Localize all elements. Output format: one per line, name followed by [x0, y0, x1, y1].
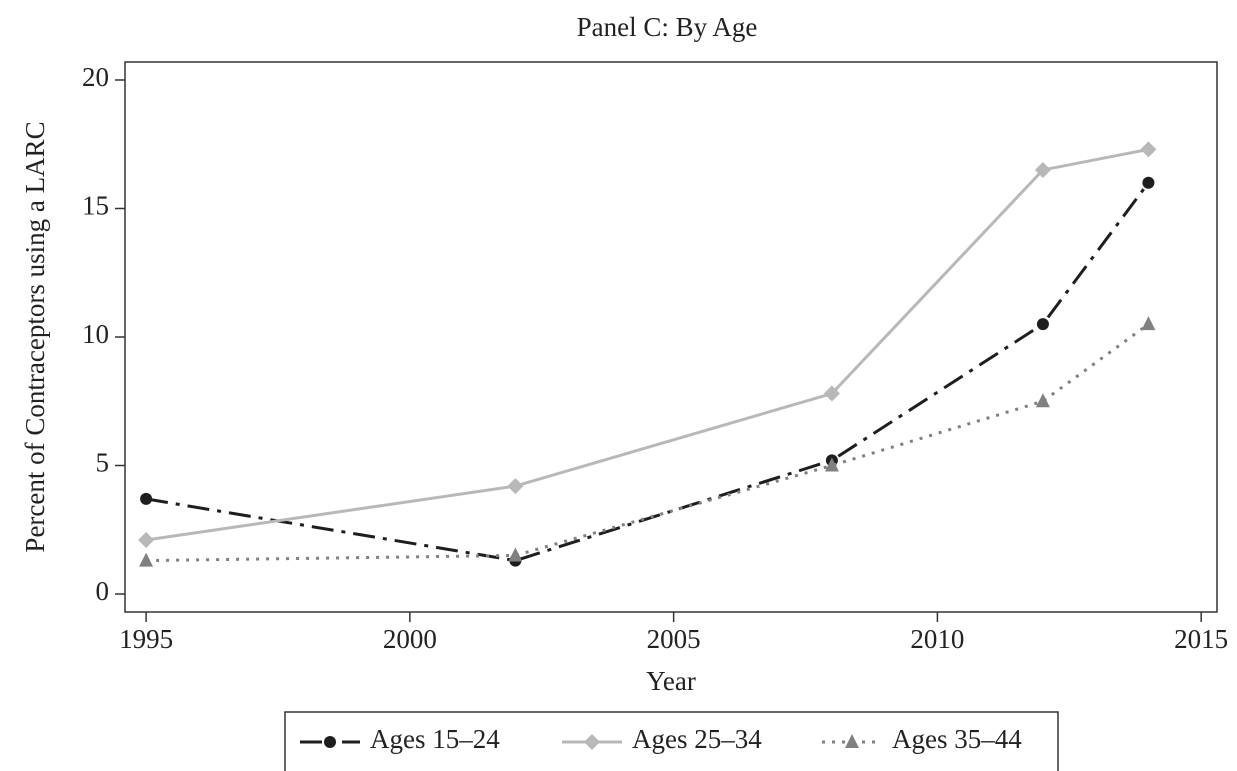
marker — [824, 457, 839, 472]
legend-label: Ages 35–44 — [892, 724, 1022, 754]
x-tick-label: 2000 — [383, 624, 437, 654]
y-tick-label: 0 — [96, 576, 110, 606]
series-line — [146, 322, 1150, 563]
marker — [139, 552, 154, 567]
marker — [823, 385, 840, 402]
x-tick-label: 1995 — [119, 624, 173, 654]
marker — [508, 547, 523, 562]
x-axis-label: Year — [646, 666, 696, 696]
marker — [138, 532, 155, 549]
legend-box — [284, 711, 1059, 771]
marker — [140, 492, 153, 505]
y-tick-label: 10 — [82, 319, 109, 349]
legend-marker — [324, 736, 336, 748]
marker — [1034, 161, 1051, 178]
marker — [507, 478, 524, 495]
series-line — [145, 181, 1150, 563]
marker — [1140, 141, 1157, 158]
chart-title: Panel C: By Age — [577, 12, 758, 42]
x-tick-label: 2005 — [647, 624, 701, 654]
marker — [1035, 393, 1050, 408]
x-tick-label: 2010 — [910, 624, 964, 654]
x-tick-label: 2015 — [1174, 624, 1228, 654]
marker — [1036, 318, 1049, 331]
y-axis-label: Percent of Contraceptors using a LARC — [20, 121, 50, 552]
y-tick-label: 5 — [96, 448, 110, 478]
y-tick-label: 15 — [82, 191, 109, 221]
legend-marker — [584, 734, 600, 750]
marker — [1141, 316, 1156, 331]
legend-marker — [845, 734, 859, 748]
legend-label: Ages 15–24 — [370, 724, 500, 754]
plot-frame — [124, 61, 1218, 613]
marker — [1142, 176, 1155, 189]
series-line — [145, 147, 1149, 542]
y-tick-label: 20 — [82, 62, 109, 92]
legend-label: Ages 25–34 — [632, 724, 762, 754]
